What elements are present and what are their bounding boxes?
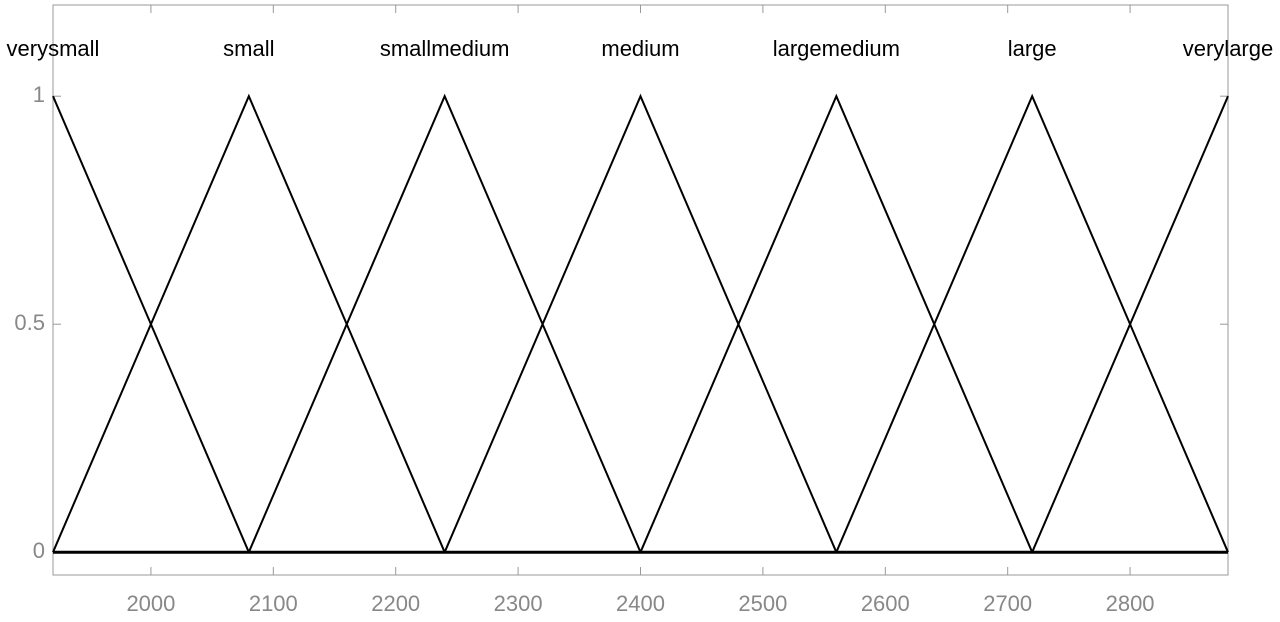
membership-line: [247, 93, 642, 553]
series-label: small: [223, 36, 274, 61]
membership-line: [443, 93, 838, 553]
x-tick-label: 2800: [1106, 591, 1155, 616]
series-label: smallmedium: [380, 36, 510, 61]
x-tick-label: 2100: [249, 591, 298, 616]
series-label: verylarge: [1183, 36, 1273, 61]
x-tick-label: 2400: [616, 591, 665, 616]
y-tick-label: 1: [33, 82, 45, 107]
series-label: large: [1008, 36, 1057, 61]
x-tick-label: 2300: [494, 591, 543, 616]
membership-line: [1031, 95, 1229, 553]
x-tick-label: 2500: [738, 591, 787, 616]
membership-line: [52, 93, 446, 553]
series-label: largemedium: [773, 36, 900, 61]
x-tick-label: 2700: [983, 591, 1032, 616]
series-label: verysmall: [7, 36, 100, 61]
membership-line: [639, 93, 1034, 553]
y-tick-label: 0: [33, 538, 45, 563]
y-tick-label: 0.5: [14, 310, 45, 335]
x-tick-label: 2000: [126, 591, 175, 616]
x-tick-label: 2600: [861, 591, 910, 616]
series-label: medium: [601, 36, 679, 61]
x-tick-label: 2200: [371, 591, 420, 616]
membership-line: [835, 93, 1229, 553]
plot-frame: [52, 4, 1229, 576]
